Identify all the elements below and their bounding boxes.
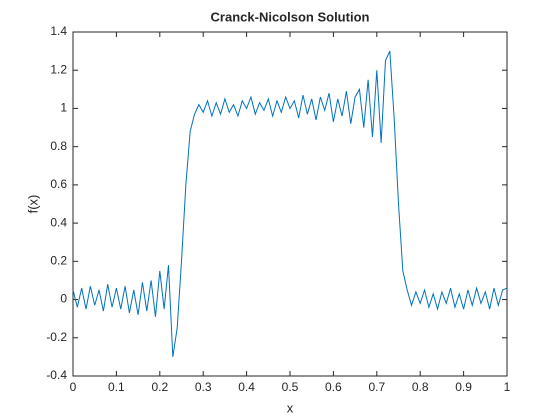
x-tick-label: 1 — [504, 380, 511, 394]
y-tick-label: 1 — [60, 101, 67, 115]
x-tick-label: 0 — [70, 380, 77, 394]
x-tick-label: 0.5 — [282, 380, 299, 394]
x-tick-label: 0.1 — [108, 380, 125, 394]
y-tick-label: 0.2 — [50, 254, 67, 268]
data-line — [72, 50, 508, 357]
chart-title: Cranck-Nicolson Solution — [211, 9, 370, 24]
x-tick-label: 0.8 — [412, 380, 429, 394]
y-axis-label: f(x) — [25, 195, 40, 214]
y-tick-label: 1.2 — [50, 62, 67, 76]
x-tick-label: 0.2 — [151, 380, 168, 394]
y-tick-label: 0 — [60, 292, 67, 306]
y-tick-label: 0.8 — [50, 139, 67, 153]
x-tick-label: 0.9 — [455, 380, 472, 394]
y-tick-label: 0.4 — [50, 215, 67, 229]
x-tick-label: 0.3 — [195, 380, 212, 394]
y-tick-label: 0.6 — [50, 177, 67, 191]
y-tick-label: -0.2 — [46, 330, 67, 344]
y-tick-label: 1.4 — [50, 24, 67, 38]
x-tick-label: 0.4 — [238, 380, 255, 394]
x-tick-label: 0.7 — [368, 380, 385, 394]
y-tick-label: -0.4 — [46, 368, 67, 382]
x-axis-label: x — [287, 400, 294, 415]
x-tick-label: 0.6 — [325, 380, 342, 394]
